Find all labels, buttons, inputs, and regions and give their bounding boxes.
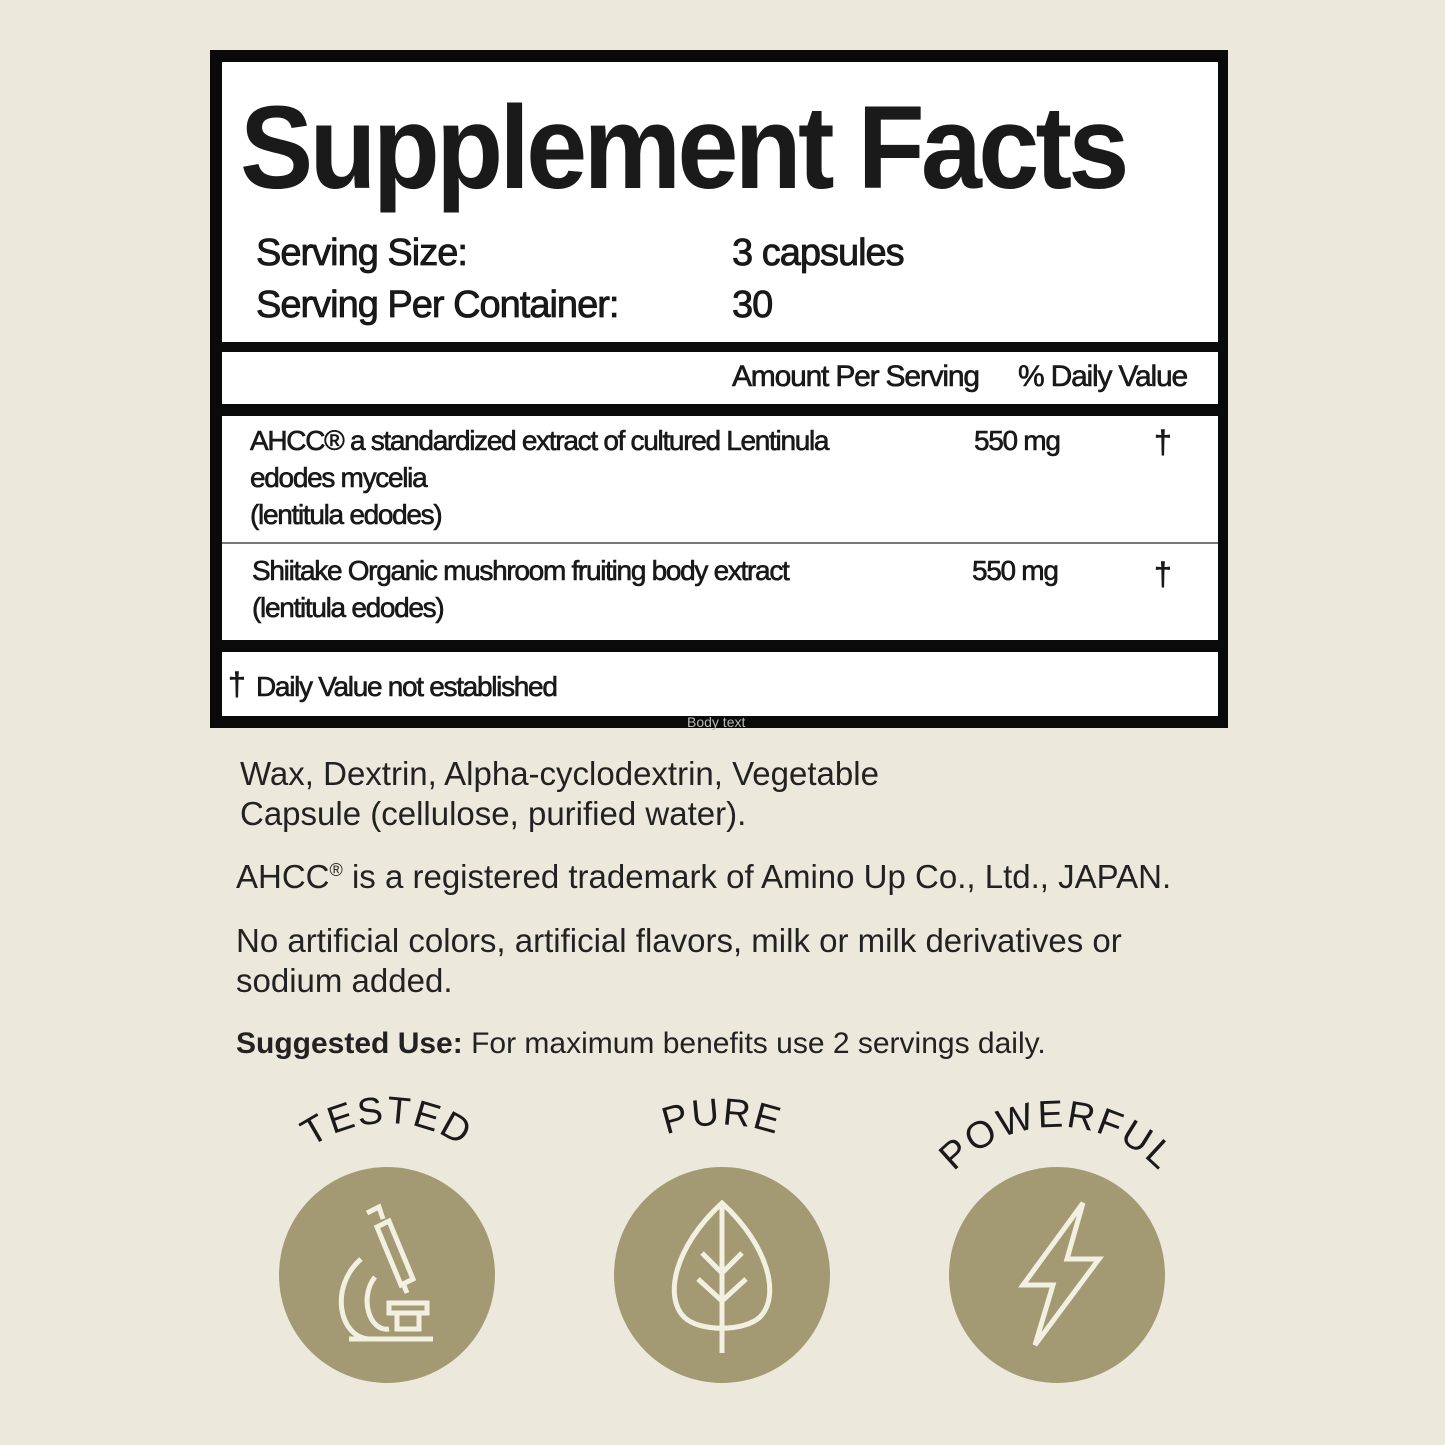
- ingredient-name-line: AHCC® a standardized extract of cultured…: [250, 425, 830, 457]
- row-divider: [222, 542, 1218, 544]
- serving-size-label: Serving Size:: [256, 232, 469, 275]
- suggested-use-label: Suggested Use:: [236, 1027, 463, 1060]
- ingredient-name-line: (lentitula edodes): [252, 592, 445, 624]
- ingredients-panel: AHCC® a standardized extract of cultured…: [222, 416, 1218, 640]
- footnote-mark: †: [228, 666, 246, 703]
- footnote-text: Daily Value not established: [256, 671, 558, 703]
- badge-pure: [614, 1167, 830, 1383]
- ingredient-name-line: (lentitula edodes): [250, 499, 443, 531]
- footnote-panel: † Daily Value not established: [222, 652, 1218, 716]
- trademark-text: is a registered trademark of Amino Up Co…: [342, 858, 1172, 895]
- no-artificial-line: No artificial colors, artificial flavors…: [236, 922, 1122, 959]
- badge-label-powerful: POWERFUL: [931, 1093, 1182, 1178]
- ingredient-dv: †: [1154, 424, 1172, 461]
- leaf-icon: [671, 1199, 773, 1353]
- servings-value: 30: [732, 284, 774, 327]
- column-header: Amount Per Serving % Daily Value: [222, 352, 1218, 404]
- ingredient-dv: †: [1154, 556, 1172, 593]
- other-ingredients-line: Capsule (cellulose, purified water).: [240, 795, 747, 832]
- badge-tested: [279, 1167, 495, 1383]
- badge-label-pure: PURE: [657, 1091, 786, 1143]
- ingredient-name-line: Shiitake Organic mushroom fruiting body …: [252, 555, 790, 587]
- lightning-bolt-icon: [1018, 1201, 1104, 1347]
- badge-label-tested: TESTED: [294, 1090, 479, 1155]
- title-panel: Supplement Facts Serving Size: 3 capsule…: [222, 62, 1218, 342]
- servings-label: Serving Per Container:: [256, 284, 620, 327]
- facts-title: Supplement Facts: [240, 82, 1129, 214]
- no-artificial-line: sodium added.: [236, 962, 453, 999]
- ingredient-amount: 550 mg: [974, 425, 1061, 457]
- ingredient-amount: 550 mg: [972, 555, 1059, 587]
- supplement-facts-label: Supplement Facts Serving Size: 3 capsule…: [210, 50, 1228, 728]
- microscope-icon: [338, 1203, 433, 1342]
- suggested-use-text: For maximum benefits use 2 servings dail…: [471, 1027, 1046, 1060]
- watermark-text: Body text: [687, 714, 746, 730]
- badge-powerful: [949, 1167, 1165, 1383]
- trademark-note: AHCC® is a registered trademark of Amino…: [236, 850, 1171, 897]
- registered-mark: ®: [329, 860, 343, 880]
- daily-value-header: % Daily Value: [1018, 360, 1189, 394]
- suggested-use: Suggested Use: For maximum benefits use …: [236, 1024, 1046, 1064]
- serving-size-value: 3 capsules: [732, 232, 905, 275]
- amount-header: Amount Per Serving: [732, 360, 981, 394]
- ingredient-name-line: edodes mycelia: [250, 462, 428, 494]
- other-ingredients-line: Wax, Dextrin, Alpha-cyclodextrin, Vegeta…: [240, 755, 879, 792]
- trademark-name: AHCC: [236, 858, 330, 895]
